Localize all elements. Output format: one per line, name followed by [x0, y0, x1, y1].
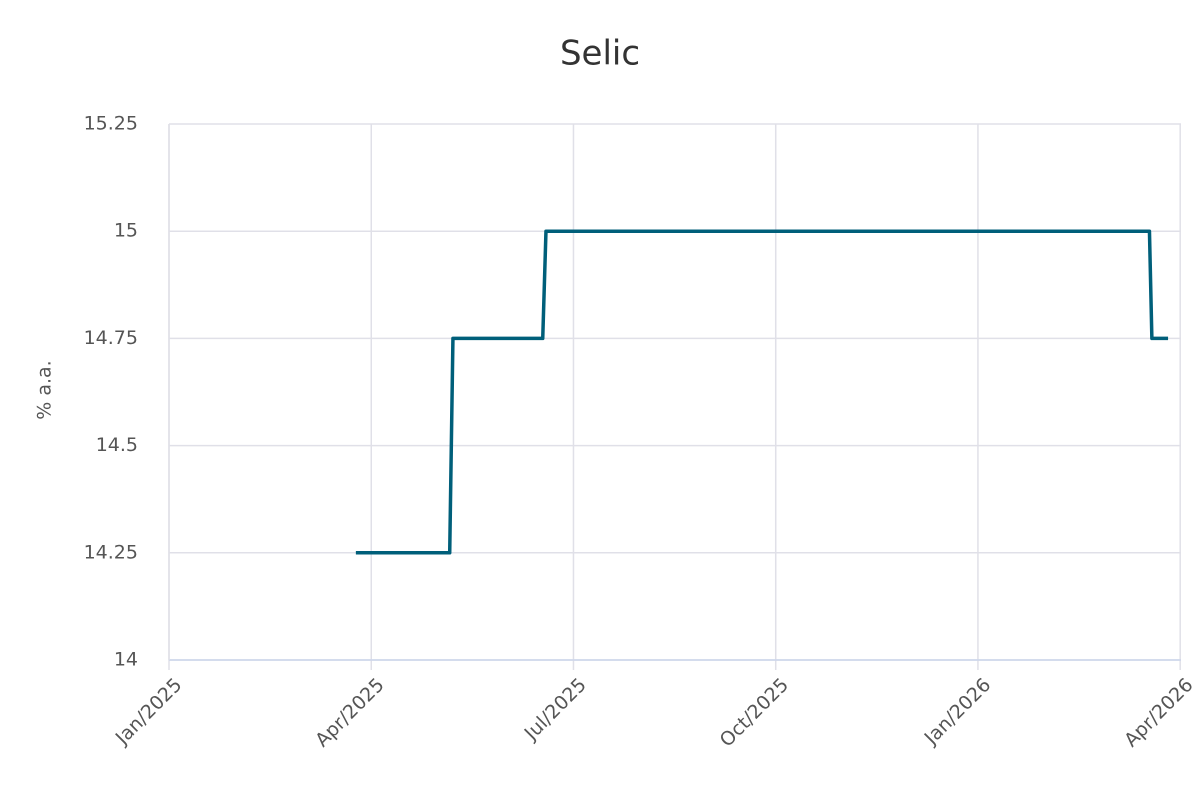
x-tick-label: Apr/2026 — [1120, 674, 1198, 752]
x-tick-label: Jul/2025 — [520, 674, 591, 745]
x-tick-label: Jan/2026 — [920, 674, 996, 750]
x-tick-label: Apr/2025 — [311, 674, 389, 752]
y-tick-label: 14.5 — [96, 434, 138, 456]
y-tick-label: 14.25 — [84, 541, 138, 563]
y-axis-label: % a.a. — [34, 360, 56, 419]
x-tick-label: Oct/2025 — [716, 674, 794, 752]
y-tick-label: 14.75 — [84, 327, 138, 349]
chart-title: Selic — [560, 34, 640, 74]
y-tick-label: 15 — [114, 220, 138, 242]
y-tick-label: 15.25 — [84, 113, 138, 135]
line — [355, 229, 1169, 555]
y-tick-label: 14 — [114, 649, 138, 671]
x-tick-label: Jan/2025 — [111, 674, 187, 750]
